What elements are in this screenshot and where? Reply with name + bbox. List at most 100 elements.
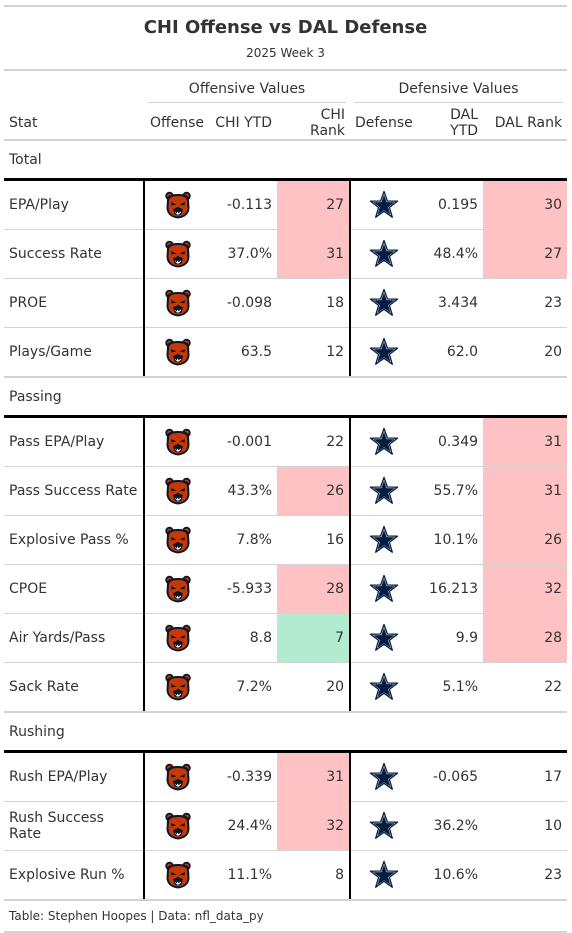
defense-logo-cell — [349, 613, 417, 663]
offense-rank-value: 28 — [277, 564, 351, 614]
group-label: Passing — [4, 377, 568, 418]
table-subtitle: 2025 Week 3 — [246, 46, 325, 60]
defense-ytd-value: 36.2% — [416, 801, 484, 851]
offense-rank-value: 32 — [277, 801, 351, 851]
offense-ytd-value: 11.1% — [210, 850, 277, 901]
chicago-bears-logo-icon — [163, 574, 193, 604]
defense-rank-value: 28 — [483, 613, 568, 663]
chicago-bears-logo-icon — [163, 337, 193, 367]
defense-ytd-value: 9.9 — [416, 613, 484, 663]
defense-logo-cell — [349, 564, 417, 614]
offense-rank-value: 16 — [277, 515, 351, 565]
offense-ytd-value: 24.4% — [210, 801, 277, 851]
defense-logo-cell — [349, 801, 417, 851]
offense-rank-value: 26 — [277, 466, 351, 516]
table-row: Success Rate 37.0% 31 48.4% 27 — [4, 229, 568, 279]
offense-logo-cell — [143, 178, 210, 230]
dallas-cowboys-star-icon — [369, 525, 399, 555]
dallas-cowboys-star-icon — [369, 427, 399, 457]
defense-ytd-value: 16.213 — [416, 564, 484, 614]
stat-name: Rush Success Rate — [4, 801, 144, 851]
chicago-bears-logo-icon — [163, 427, 193, 457]
defense-rank-value: 23 — [483, 850, 568, 901]
defense-ytd-value: -0.065 — [416, 750, 484, 802]
defense-rank-value: 17 — [483, 750, 568, 802]
offense-rank-value: 8 — [277, 850, 351, 901]
stat-name: Explosive Pass % — [4, 515, 144, 565]
table-title: CHI Offense vs DAL Defense — [143, 17, 428, 38]
spanner-defensive: Defensive Values — [350, 71, 567, 107]
stat-name: Plays/Game — [4, 327, 144, 378]
col-header-off-rank: CHI Rank — [277, 107, 351, 141]
defense-ytd-value: 0.195 — [416, 178, 484, 230]
dallas-cowboys-star-icon — [369, 239, 399, 269]
offense-ytd-value: 37.0% — [210, 229, 277, 279]
offense-logo-cell — [143, 613, 210, 663]
group-label: Total — [4, 140, 568, 181]
chicago-bears-logo-icon — [163, 288, 193, 318]
defense-logo-cell — [349, 850, 417, 901]
col-header-defense: Defense — [350, 107, 417, 141]
dallas-cowboys-star-icon — [369, 337, 399, 367]
offense-logo-cell — [143, 662, 210, 713]
defense-ytd-value: 48.4% — [416, 229, 484, 279]
group-row-total: Total — [4, 140, 568, 181]
table-row: EPA/Play -0.113 27 0.195 30 — [4, 178, 568, 230]
table-body: Total EPA/Play -0.113 27 0.195 30 Success Rate… — [4, 140, 568, 901]
table-row: Pass EPA/Play -0.001 22 0.349 31 — [4, 415, 568, 467]
dallas-cowboys-star-icon — [369, 672, 399, 702]
offense-logo-cell — [143, 278, 210, 328]
defense-ytd-value: 3.434 — [416, 278, 484, 328]
spanner-row: Offensive Values Defensive Values — [4, 71, 567, 107]
offense-logo-cell — [143, 801, 210, 851]
group-row-rushing: Rushing — [4, 712, 568, 753]
offense-ytd-value: -0.339 — [210, 750, 277, 802]
defense-ytd-value: 5.1% — [416, 662, 484, 713]
defense-ytd-value: 10.1% — [416, 515, 484, 565]
dallas-cowboys-star-icon — [369, 762, 399, 792]
defense-rank-value: 20 — [483, 327, 568, 378]
defense-logo-cell — [349, 515, 417, 565]
chicago-bears-logo-icon — [163, 811, 193, 841]
stat-name: Rush EPA/Play — [4, 750, 144, 802]
chicago-bears-logo-icon — [163, 860, 193, 890]
offense-logo-cell — [143, 750, 210, 802]
stat-name: Pass Success Rate — [4, 466, 144, 516]
offense-ytd-value: -0.098 — [210, 278, 277, 328]
defense-rank-value: 26 — [483, 515, 568, 565]
table-row: Air Yards/Pass 8.8 7 9.9 28 — [4, 613, 568, 663]
dallas-cowboys-star-icon — [369, 574, 399, 604]
col-header-def-ytd: DAL YTD — [416, 107, 484, 141]
offense-rank-value: 22 — [277, 415, 351, 467]
stat-name: EPA/Play — [4, 178, 144, 230]
col-header-stat: Stat — [4, 107, 144, 141]
table-row: Sack Rate 7.2% 20 5.1% 22 — [4, 662, 568, 713]
table-row: CPOE -5.933 28 16.213 32 — [4, 564, 568, 614]
table-row: Plays/Game 63.5 12 62.0 20 — [4, 327, 568, 378]
col-header-offense: Offense — [144, 107, 210, 141]
offense-rank-value: 27 — [277, 178, 351, 230]
spanner-offensive-label: Offensive Values — [148, 75, 347, 103]
defense-rank-value: 32 — [483, 564, 568, 614]
defense-rank-value: 10 — [483, 801, 568, 851]
source-note: Table: Stephen Hoopes | Data: nfl_data_p… — [9, 909, 264, 923]
table-container: CHI Offense vs DAL Defense 2025 Week 3 O… — [4, 5, 568, 933]
offense-rank-value: 20 — [277, 662, 351, 713]
offense-logo-cell — [143, 466, 210, 516]
defense-logo-cell — [349, 278, 417, 328]
stat-name: Success Rate — [4, 229, 144, 279]
col-header-def-rank: DAL Rank — [483, 107, 568, 141]
offense-ytd-value: -0.113 — [210, 178, 277, 230]
group-label: Rushing — [4, 712, 568, 753]
chicago-bears-logo-icon — [163, 762, 193, 792]
offense-ytd-value: 43.3% — [210, 466, 277, 516]
stat-name: Pass EPA/Play — [4, 415, 144, 467]
defense-rank-value: 22 — [483, 662, 568, 713]
defense-logo-cell — [349, 750, 417, 802]
defense-ytd-value: 55.7% — [416, 466, 484, 516]
dallas-cowboys-star-icon — [369, 811, 399, 841]
stat-name: Sack Rate — [4, 662, 144, 713]
offense-ytd-value: -5.933 — [210, 564, 277, 614]
offense-rank-value: 18 — [277, 278, 351, 328]
defense-rank-value: 31 — [483, 415, 568, 467]
